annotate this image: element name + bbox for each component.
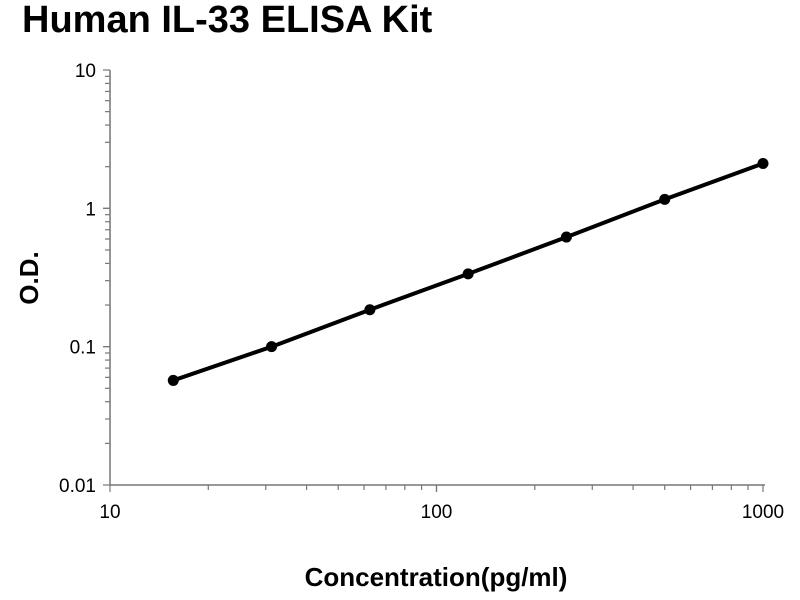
x-axis-label: Concentration(pg/ml)	[305, 562, 568, 592]
data-point	[757, 157, 769, 169]
data-point	[560, 231, 572, 243]
y-tick-label: 0.01	[59, 476, 96, 497]
axes	[103, 69, 765, 492]
data-point	[462, 268, 474, 280]
data-point	[266, 341, 278, 353]
y-axis-label: O.D.	[14, 251, 44, 304]
x-tick-label: 10	[99, 502, 120, 523]
chart-title: Human IL-33 ELISA Kit	[22, 0, 433, 41]
y-tick-label: 10	[75, 61, 96, 82]
x-tick-label: 100	[421, 502, 453, 523]
data-point	[167, 374, 179, 386]
y-tick-label: 0.1	[70, 338, 96, 359]
data-point	[659, 193, 671, 205]
data-point	[364, 304, 376, 316]
y-tick-label: 1	[85, 199, 96, 220]
tick-labels: 10 100 1000 0.01 0.1 1 10	[59, 61, 784, 523]
x-tick-label: 1000	[742, 502, 784, 523]
data-marks	[167, 157, 769, 386]
